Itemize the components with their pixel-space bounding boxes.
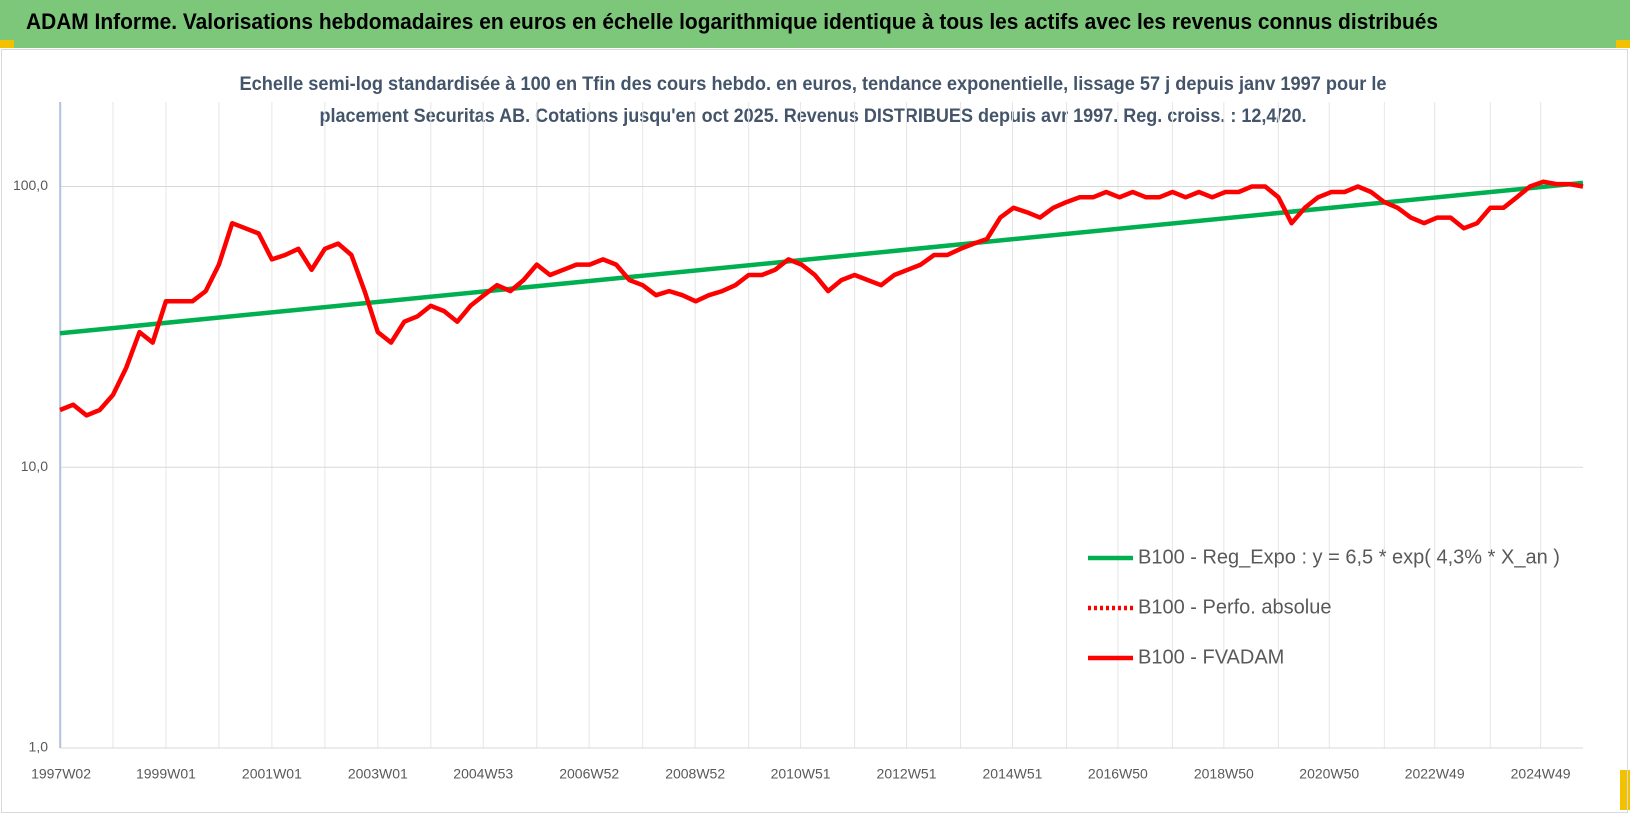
chart-subtitle: placement Securitas AB. Cotations jusqu'… — [320, 106, 1307, 127]
y-tick-label: 10,0 — [21, 458, 48, 474]
x-tick-label: 2016W50 — [1088, 766, 1148, 782]
x-tick-label: 2024W49 — [1511, 766, 1571, 782]
x-tick-label: 2001W01 — [242, 766, 302, 782]
chart-subtitle: Echelle semi-log standardisée à 100 en T… — [240, 74, 1387, 95]
x-tick-label: 1997W02 — [31, 766, 91, 782]
legend-label: B100 - Reg_Expo : y = 6,5 * exp( 4,3% * … — [1138, 546, 1560, 568]
corner-mark — [1620, 770, 1630, 810]
legend-label: B100 - FVADAM — [1138, 646, 1284, 668]
x-tick-label: 2022W49 — [1405, 766, 1465, 782]
x-tick-label: 2008W52 — [665, 766, 725, 782]
header-band — [0, 0, 1630, 48]
x-tick-label: 2010W51 — [771, 766, 831, 782]
x-tick-label: 2018W50 — [1194, 766, 1254, 782]
x-tick-label: 2020W50 — [1299, 766, 1359, 782]
x-tick-label: 2004W53 — [453, 766, 513, 782]
x-tick-label: 2006W52 — [559, 766, 619, 782]
corner-mark — [1616, 40, 1630, 48]
chart-border — [1, 49, 1628, 813]
x-tick-label: 2012W51 — [877, 766, 937, 782]
x-tick-label: 1999W01 — [136, 766, 196, 782]
y-tick-label: 1,0 — [29, 739, 49, 755]
y-tick-label: 100,0 — [13, 177, 48, 193]
x-tick-label: 2014W51 — [983, 766, 1043, 782]
x-tick-label: 2003W01 — [348, 766, 408, 782]
page-title: ADAM Informe. Valorisations hebdomadaire… — [26, 9, 1438, 34]
corner-mark — [0, 40, 14, 48]
legend-label: B100 - Perfo. absolue — [1138, 596, 1331, 618]
series-line — [59, 180, 1584, 336]
series-line — [59, 179, 1584, 418]
